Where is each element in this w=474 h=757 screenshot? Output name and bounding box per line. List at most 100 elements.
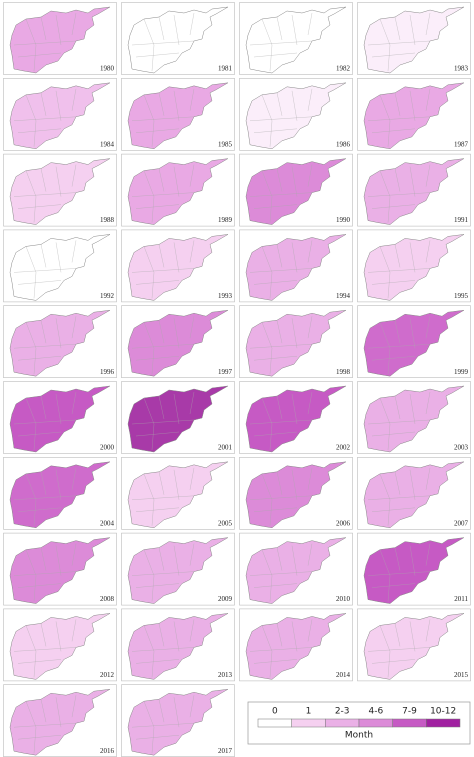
district-line [371, 659, 416, 664]
year-label: 1997 [218, 368, 233, 376]
district-line [13, 116, 77, 121]
year-label: 1989 [218, 216, 233, 224]
district-line [269, 575, 273, 602]
map-panel: 1986 [239, 78, 353, 151]
district-line [307, 391, 313, 415]
district-line [409, 90, 416, 121]
district-line [55, 318, 62, 349]
district-line [387, 651, 391, 678]
district-line [269, 499, 273, 526]
map-panel: 1996 [3, 305, 117, 379]
year-label: 1984 [100, 140, 115, 148]
district-line [173, 242, 180, 273]
map-panel: 1994 [239, 229, 353, 303]
district-line [409, 166, 416, 197]
legend-swatch [392, 718, 427, 728]
district-line [425, 12, 431, 36]
district-line [135, 431, 180, 437]
country-map [9, 537, 111, 605]
map-panel: 2010 [239, 532, 353, 606]
district-line [13, 268, 77, 273]
district-line [55, 90, 62, 121]
legend: 0 1 2-3 4-6 7-9 10-12 Month [247, 701, 471, 745]
district-line [135, 507, 180, 512]
district-line [17, 583, 62, 588]
district-line [40, 547, 47, 571]
map-panel: 1981 [121, 2, 235, 75]
country-map [363, 6, 465, 74]
country-map [245, 82, 347, 150]
map-panel: 2005 [121, 456, 235, 530]
country-map [127, 158, 229, 226]
district-line [394, 320, 401, 344]
country-map [127, 612, 229, 680]
country-map [127, 385, 229, 453]
district-line [151, 44, 155, 72]
district-line [379, 18, 391, 46]
district-line [151, 575, 155, 602]
district-line [131, 723, 195, 728]
district-line [143, 397, 155, 425]
map-panel: 2012 [3, 608, 117, 682]
year-label: 1995 [454, 292, 469, 300]
district-line [189, 543, 195, 566]
district-line [307, 543, 313, 566]
district-line [367, 419, 431, 425]
district-line [307, 316, 313, 339]
district-line [387, 423, 391, 451]
year-label: 2004 [100, 519, 115, 527]
district-line [367, 116, 431, 121]
district-line [269, 196, 273, 223]
country-map [127, 309, 229, 377]
district-line [379, 170, 391, 197]
country-map [363, 537, 465, 605]
legend-swatch [291, 718, 326, 728]
district-line [40, 699, 47, 723]
year-label: 2007 [454, 519, 469, 527]
district-line [276, 547, 283, 571]
district-line [379, 322, 391, 349]
district-line [71, 391, 77, 415]
district-line [135, 52, 180, 58]
year-label: 1993 [218, 292, 233, 300]
district-line [33, 499, 37, 526]
year-label: 1982 [336, 65, 351, 73]
year-label: 2016 [100, 747, 115, 755]
district-line [131, 192, 195, 197]
district-line [379, 94, 391, 121]
district-line [71, 316, 77, 339]
map-panel: 2015 [357, 608, 471, 682]
year-label: 1992 [100, 292, 115, 300]
district-line [71, 619, 77, 642]
district-line [33, 272, 37, 299]
country-map [363, 309, 465, 377]
district-line [158, 320, 165, 344]
district-line [33, 44, 37, 72]
map-panel: 1992 [3, 229, 117, 303]
country-map [245, 612, 347, 680]
district-line [143, 170, 155, 197]
district-line [409, 242, 416, 273]
legend-label: 4-6 [368, 707, 383, 717]
district-line [131, 571, 195, 576]
district-line [40, 168, 47, 192]
district-line [379, 549, 391, 576]
district-line [71, 695, 77, 718]
district-line [173, 90, 180, 121]
district-line [55, 697, 62, 728]
district-line [158, 395, 165, 420]
district-line [249, 40, 313, 46]
district-line [135, 280, 180, 285]
district-line [425, 88, 431, 111]
district-line [307, 619, 313, 642]
district-line [367, 344, 431, 349]
district-line [13, 344, 77, 349]
legend-swatch [358, 718, 393, 728]
country-map [245, 461, 347, 529]
district-line [291, 393, 298, 425]
district-line [409, 621, 416, 652]
map-panel: 1982 [239, 2, 353, 75]
district-line [387, 44, 391, 72]
district-line [173, 545, 180, 576]
